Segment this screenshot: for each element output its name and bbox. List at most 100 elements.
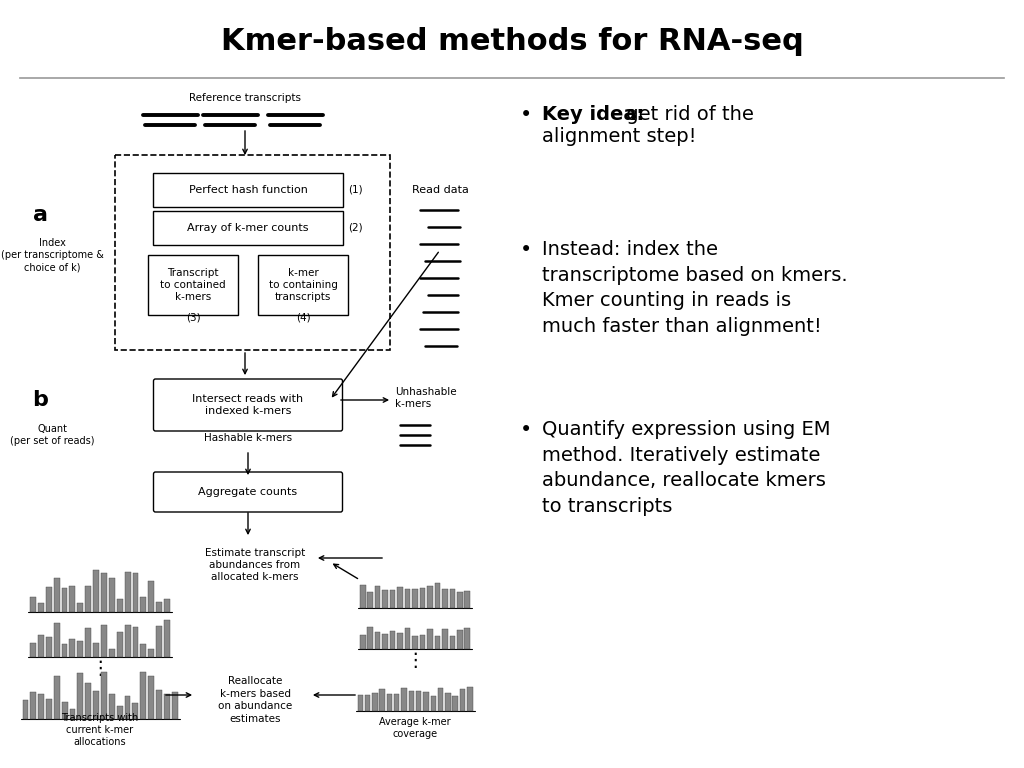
Bar bbox=[78, 603, 83, 612]
FancyBboxPatch shape bbox=[115, 155, 390, 350]
Bar bbox=[30, 643, 36, 657]
Bar bbox=[360, 584, 366, 608]
FancyBboxPatch shape bbox=[154, 379, 342, 431]
Text: •: • bbox=[520, 420, 532, 440]
Bar bbox=[375, 585, 381, 608]
Bar bbox=[438, 687, 443, 711]
Bar bbox=[172, 692, 177, 719]
Text: (4): (4) bbox=[296, 313, 310, 323]
Bar bbox=[61, 588, 68, 612]
Bar bbox=[413, 636, 418, 649]
Bar bbox=[397, 634, 402, 649]
Bar bbox=[368, 627, 373, 649]
Bar bbox=[70, 709, 76, 719]
Bar bbox=[413, 589, 418, 608]
Bar bbox=[450, 589, 455, 608]
Bar bbox=[132, 573, 138, 612]
Bar bbox=[54, 676, 59, 719]
Bar bbox=[164, 694, 170, 719]
Bar bbox=[117, 632, 123, 657]
Bar bbox=[61, 644, 68, 657]
Bar bbox=[132, 703, 138, 719]
Text: k-mer
to containing
transcripts: k-mer to containing transcripts bbox=[268, 268, 338, 302]
Bar bbox=[401, 688, 407, 711]
Text: Transcripts with
current k-mer
allocations: Transcripts with current k-mer allocatio… bbox=[61, 713, 138, 747]
Bar bbox=[85, 586, 91, 612]
Bar bbox=[46, 587, 51, 612]
Bar bbox=[132, 627, 138, 657]
Text: Array of k-mer counts: Array of k-mer counts bbox=[187, 223, 309, 233]
Bar bbox=[357, 695, 362, 711]
Bar bbox=[70, 639, 76, 657]
Bar bbox=[53, 624, 59, 657]
Bar bbox=[442, 588, 447, 608]
Bar bbox=[457, 592, 463, 608]
Bar bbox=[140, 598, 146, 612]
Bar bbox=[117, 707, 123, 719]
Bar bbox=[93, 643, 99, 657]
Bar bbox=[70, 586, 76, 612]
Text: Perfect hash function: Perfect hash function bbox=[188, 185, 307, 195]
Bar bbox=[404, 628, 411, 649]
Bar bbox=[101, 573, 106, 612]
Text: (1): (1) bbox=[348, 185, 362, 195]
Bar bbox=[93, 690, 99, 719]
Bar bbox=[434, 636, 440, 649]
Text: Instead: index the
transcriptome based on kmers.
Kmer counting in reads is
much : Instead: index the transcriptome based o… bbox=[542, 240, 848, 336]
Text: Index
(per transcriptome &
choice of k): Index (per transcriptome & choice of k) bbox=[1, 237, 103, 273]
Bar bbox=[93, 570, 99, 612]
Text: (3): (3) bbox=[185, 313, 201, 323]
Bar bbox=[372, 693, 378, 711]
Bar bbox=[148, 649, 155, 657]
Bar bbox=[117, 599, 123, 612]
Bar bbox=[85, 684, 91, 719]
FancyBboxPatch shape bbox=[154, 472, 342, 512]
Bar bbox=[453, 697, 458, 711]
Bar bbox=[467, 687, 472, 711]
Bar bbox=[434, 583, 440, 608]
Text: •: • bbox=[520, 105, 532, 125]
Text: Transcript
to contained
k-mers: Transcript to contained k-mers bbox=[160, 268, 226, 302]
Bar bbox=[380, 689, 385, 711]
Text: Reallocate
k-mers based
on abundance
estimates: Reallocate k-mers based on abundance est… bbox=[218, 677, 292, 723]
Text: Aggregate counts: Aggregate counts bbox=[199, 487, 298, 497]
Bar bbox=[109, 649, 115, 657]
Bar bbox=[390, 590, 395, 608]
Text: a: a bbox=[33, 205, 47, 225]
Bar bbox=[427, 586, 433, 608]
Bar bbox=[457, 631, 463, 649]
Bar bbox=[157, 626, 162, 657]
Bar bbox=[420, 588, 425, 608]
Text: ⋮: ⋮ bbox=[406, 650, 425, 670]
Bar bbox=[365, 695, 371, 711]
Bar bbox=[397, 587, 402, 608]
Text: Kmer-based methods for RNA-seq: Kmer-based methods for RNA-seq bbox=[220, 28, 804, 57]
Bar bbox=[368, 592, 373, 608]
Text: (2): (2) bbox=[348, 223, 362, 233]
Bar bbox=[140, 644, 146, 657]
Text: Intersect reads with
indexed k-mers: Intersect reads with indexed k-mers bbox=[193, 394, 303, 415]
Text: Average k-mer
coverage: Average k-mer coverage bbox=[379, 717, 451, 739]
Text: get rid of the: get rid of the bbox=[621, 105, 754, 124]
Bar bbox=[445, 694, 451, 711]
Bar bbox=[157, 602, 162, 612]
Text: Quant
(per set of reads): Quant (per set of reads) bbox=[10, 424, 94, 446]
FancyBboxPatch shape bbox=[258, 255, 348, 315]
Bar bbox=[125, 624, 130, 657]
Bar bbox=[38, 603, 44, 612]
Bar bbox=[156, 690, 162, 719]
Bar bbox=[423, 691, 429, 711]
FancyBboxPatch shape bbox=[148, 255, 238, 315]
Bar bbox=[101, 624, 106, 657]
Bar bbox=[387, 694, 392, 711]
Text: Quantify expression using EM
method. Iteratively estimate
abundance, reallocate : Quantify expression using EM method. Ite… bbox=[542, 420, 830, 516]
Text: •: • bbox=[520, 240, 532, 260]
Bar bbox=[109, 694, 115, 719]
Text: Hashable k-mers: Hashable k-mers bbox=[204, 433, 292, 443]
Bar bbox=[125, 696, 130, 719]
Bar bbox=[78, 641, 83, 657]
Text: alignment step!: alignment step! bbox=[542, 127, 696, 146]
Bar bbox=[394, 694, 399, 711]
Bar bbox=[148, 581, 155, 612]
Bar bbox=[390, 631, 395, 649]
